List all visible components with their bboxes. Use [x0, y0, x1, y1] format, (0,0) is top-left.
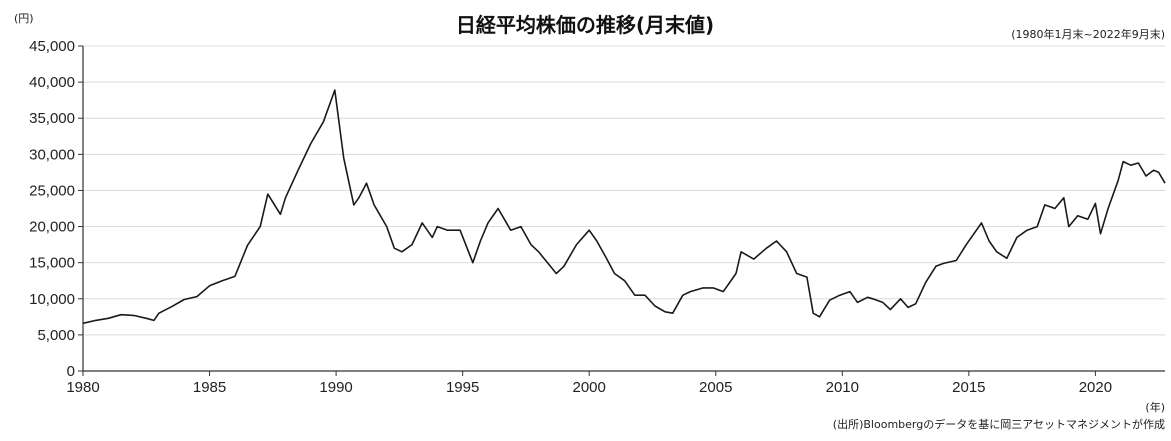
y-tick-label: 15,000	[29, 255, 75, 272]
y-tick-label: 35,000	[29, 110, 75, 127]
y-tick-label: 5,000	[37, 327, 75, 344]
x-tick-label: 2020	[1079, 379, 1112, 396]
x-tick-label: 2005	[699, 379, 732, 396]
y-tick-label: 40,000	[29, 74, 75, 91]
x-tick-label: 2000	[573, 379, 606, 396]
y-axis-unit-label: (円)	[14, 12, 34, 25]
x-tick-label: 1980	[66, 379, 99, 396]
chart-subtitle: (1980年1月末~2022年9月末)	[1011, 27, 1165, 41]
axis-layer: 0 5,000 10,000 15,000 20,000 25,000 30,000 35,0…	[29, 38, 1165, 396]
y-tick-label: 20,000	[29, 219, 75, 236]
y-tick-label: 25,000	[29, 182, 75, 199]
x-tick-label: 1985	[193, 379, 226, 396]
x-axis-unit-label: (年)	[1145, 400, 1165, 414]
x-tick-label: 1995	[446, 379, 479, 396]
grid-layer	[83, 45, 1165, 336]
y-tick-label: 45,000	[29, 38, 75, 55]
y-tick-label: 0	[67, 363, 75, 380]
x-tick-label: 1990	[319, 379, 352, 396]
y-tick-label: 30,000	[29, 146, 75, 163]
series-line	[82, 89, 1166, 325]
y-tick-label: 10,000	[29, 291, 75, 308]
x-tick-label: 2015	[952, 379, 985, 396]
source-note: (出所)Bloombergのデータを基に岡三アセットマネジメントが作成	[833, 417, 1165, 431]
x-tick-label: 2010	[826, 379, 859, 396]
chart-title: 日経平均株価の推移(月末値)	[456, 13, 714, 37]
series-layer	[82, 89, 1166, 325]
